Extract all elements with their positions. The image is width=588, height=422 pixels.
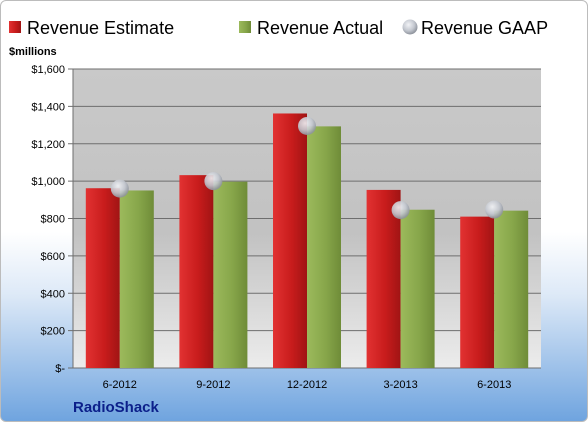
y-tick-label: $400 (41, 288, 65, 300)
x-tick-label: 3-2013 (383, 379, 417, 391)
bar-revenue-actual (119, 190, 154, 368)
marker-revenue-gaap (485, 200, 504, 219)
y-tick-label: $1,000 (31, 176, 65, 188)
y-tick-label: $- (55, 363, 65, 375)
y-axis-unit-label: $millions (9, 46, 57, 58)
y-tick-label: $1,400 (31, 101, 65, 113)
marker-revenue-gaap (298, 116, 316, 135)
bar-revenue-estimate (273, 113, 307, 368)
bar-revenue-estimate (179, 175, 214, 368)
legend-swatch-revenue-estimate (9, 21, 21, 33)
x-tick-label: 6-2013 (477, 379, 511, 391)
legend-label-revenue-estimate: Revenue Estimate (27, 18, 174, 38)
legend-marker-revenue-gaap (402, 19, 418, 35)
bar-revenue-actual (400, 209, 435, 368)
y-tick-label: $1,200 (31, 139, 65, 151)
legend-label-revenue-actual: Revenue Actual (257, 18, 383, 38)
gaap-markers (110, 116, 504, 220)
x-tick-label: 12-2012 (287, 379, 327, 391)
x-tick-label: 9-2012 (196, 379, 230, 391)
legend-swatch-revenue-actual (239, 21, 251, 33)
marker-revenue-gaap (204, 172, 223, 191)
y-tick-label: $200 (41, 326, 65, 338)
brand-label: RadioShack (73, 399, 160, 416)
bar-revenue-actual (307, 126, 341, 368)
y-tick-label: $600 (41, 251, 65, 263)
marker-revenue-gaap (110, 179, 129, 198)
y-axis-ticks: $- $200 $400 $600 $800 $1,000 $1,200 $1,400 $1,6… (31, 64, 74, 375)
legend: Revenue Estimate Revenue Actual Revenue … (9, 18, 548, 38)
bar-revenue-estimate (366, 189, 401, 368)
x-axis-ticks: 6-2012 9-2012 12-2012 3-2013 6-2013 (103, 379, 512, 391)
bar-revenue-actual (494, 210, 529, 368)
marker-revenue-gaap (391, 201, 410, 220)
x-tick-label: 6-2012 (103, 379, 137, 391)
bar-revenue-estimate (85, 188, 120, 368)
bar-revenue-actual (213, 181, 248, 368)
bars (85, 113, 529, 368)
bar-revenue-estimate (460, 216, 495, 368)
legend-label-revenue-gaap: Revenue GAAP (421, 18, 548, 38)
y-tick-label: $800 (41, 214, 65, 226)
y-tick-label: $1,600 (31, 64, 65, 76)
